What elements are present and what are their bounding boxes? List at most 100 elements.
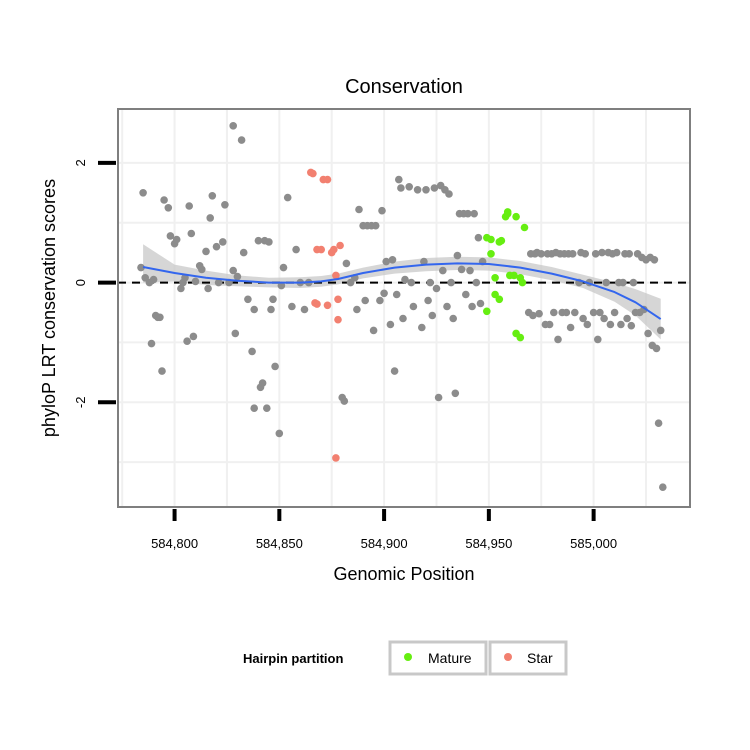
point-mature (516, 333, 525, 342)
point-other (566, 323, 575, 332)
point-other (418, 323, 426, 332)
point-other (198, 265, 206, 274)
point-other (254, 236, 263, 245)
point-other (378, 206, 386, 215)
point-other (659, 483, 667, 492)
point-other (288, 302, 296, 311)
point-other (265, 238, 273, 246)
point-other (221, 201, 229, 209)
point-other (571, 308, 579, 317)
point-other (156, 313, 164, 322)
point-other (610, 308, 619, 317)
point-other (466, 266, 474, 275)
point-other (244, 295, 252, 304)
point-other (149, 275, 158, 284)
point-other (420, 257, 428, 266)
point-other (401, 275, 409, 284)
point-other (279, 263, 288, 272)
point-other (239, 248, 248, 257)
point-star (317, 245, 326, 254)
point-other (550, 308, 558, 317)
point-other (388, 255, 397, 264)
point-other (617, 320, 625, 329)
legend-key-star (488, 640, 568, 676)
point-mature (520, 223, 529, 232)
point-other (399, 314, 407, 323)
point-other (537, 250, 545, 258)
point-other (185, 202, 193, 210)
point-other (390, 367, 399, 375)
data-points-layer (137, 122, 667, 492)
point-other (529, 311, 537, 320)
point-star (336, 241, 344, 250)
point-other (382, 257, 391, 266)
point-other (191, 277, 200, 286)
point-other (177, 284, 185, 293)
point-other (340, 397, 349, 405)
point-other (380, 289, 388, 298)
point-other (208, 192, 217, 200)
point-other (250, 404, 258, 413)
point-other (172, 235, 181, 244)
point-other (439, 266, 447, 275)
point-other (445, 190, 453, 198)
point-star (334, 295, 342, 304)
point-other (457, 265, 466, 274)
point-other (250, 305, 258, 314)
point-other (395, 175, 403, 184)
point-other (147, 339, 156, 348)
point-mature (518, 278, 527, 287)
x-tick-label: 584,850 (256, 536, 303, 551)
point-other (214, 278, 223, 287)
point-star (334, 315, 342, 324)
point-other (562, 308, 571, 317)
y-axis-title: phyloP LRT conservation scores (39, 179, 59, 437)
confidence-ribbon (143, 244, 661, 340)
point-other (283, 193, 292, 202)
point-other (206, 214, 214, 222)
point-other (187, 229, 196, 238)
point-other (405, 183, 414, 191)
point-other (472, 278, 481, 287)
point-other (392, 290, 401, 299)
point-star (332, 454, 340, 462)
point-other (137, 263, 145, 272)
point-other (600, 314, 608, 323)
point-other (424, 296, 432, 305)
point-other (248, 347, 256, 356)
confidence-ribbon-layer (143, 244, 661, 340)
point-other (212, 242, 221, 251)
point-other (432, 284, 441, 293)
point-mature (503, 209, 512, 218)
point-other (342, 259, 351, 268)
point-other (219, 238, 227, 246)
point-star (323, 301, 332, 310)
point-other (627, 321, 636, 330)
point-mature (495, 295, 504, 304)
point-mature (487, 250, 495, 258)
point-other (229, 122, 237, 130)
point-star (323, 175, 332, 184)
legend-label-star: Star (527, 650, 553, 666)
point-other (470, 209, 479, 218)
point-other (554, 335, 562, 344)
point-other (583, 320, 592, 329)
legend-title: Hairpin partition (243, 651, 343, 666)
point-other (453, 251, 462, 260)
point-mature (487, 235, 495, 244)
point-other (271, 362, 279, 371)
x-axis: 584,800 584,850 584,900 584,950 585,000 (151, 509, 617, 551)
point-star (330, 245, 338, 254)
point-other (619, 278, 627, 287)
point-other (451, 389, 460, 398)
point-other (277, 281, 286, 290)
y-tick-label: -2 (73, 397, 88, 409)
point-other (594, 335, 602, 344)
point-other (579, 314, 587, 323)
point-other (430, 184, 439, 192)
smooth-line (142, 262, 662, 320)
point-mature (497, 236, 506, 245)
y-tick-label: 2 (73, 159, 88, 166)
legend: Hairpin partition Mature Star (243, 640, 568, 676)
